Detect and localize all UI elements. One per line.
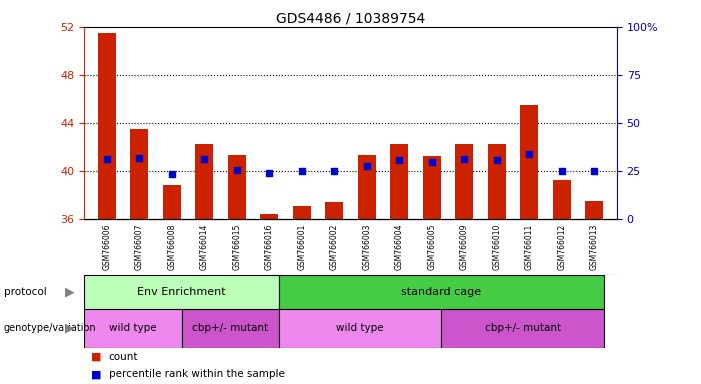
Text: wild type: wild type: [109, 323, 156, 333]
Point: [491, 157, 503, 163]
Text: GDS4486 / 10389754: GDS4486 / 10389754: [276, 12, 425, 25]
Bar: [84, 309, 182, 348]
Bar: [488, 144, 505, 219]
Text: GSM766005: GSM766005: [427, 223, 436, 270]
Bar: [163, 185, 181, 219]
Bar: [442, 309, 604, 348]
Text: ▶: ▶: [65, 285, 75, 298]
Text: ■: ■: [91, 352, 102, 362]
Text: GSM766012: GSM766012: [557, 223, 566, 270]
Point: [458, 156, 470, 162]
Text: GSM766016: GSM766016: [265, 223, 274, 270]
Text: GSM766007: GSM766007: [135, 223, 144, 270]
Text: GSM766006: GSM766006: [102, 223, 111, 270]
Point: [166, 171, 177, 177]
Text: Env Enrichment: Env Enrichment: [137, 287, 226, 297]
Text: GSM766004: GSM766004: [395, 223, 404, 270]
Bar: [279, 309, 442, 348]
Bar: [585, 201, 603, 219]
Point: [524, 151, 535, 157]
Bar: [390, 144, 408, 219]
Text: genotype/variation: genotype/variation: [4, 323, 96, 333]
Bar: [293, 206, 311, 219]
Bar: [196, 144, 213, 219]
Bar: [423, 157, 441, 219]
Bar: [98, 33, 116, 219]
Text: GSM766013: GSM766013: [590, 223, 599, 270]
Text: GSM766014: GSM766014: [200, 223, 209, 270]
Bar: [325, 202, 343, 219]
Text: cbp+/- mutant: cbp+/- mutant: [192, 323, 268, 333]
Text: GSM766003: GSM766003: [362, 223, 372, 270]
Text: ▶: ▶: [65, 322, 75, 335]
Text: protocol: protocol: [4, 287, 46, 297]
Text: GSM766009: GSM766009: [460, 223, 469, 270]
Text: GSM766008: GSM766008: [168, 223, 177, 270]
Bar: [84, 275, 279, 309]
Point: [198, 156, 210, 162]
Point: [426, 159, 437, 166]
Text: wild type: wild type: [336, 323, 384, 333]
Point: [101, 156, 112, 162]
Bar: [520, 105, 538, 219]
Text: GSM766015: GSM766015: [232, 223, 241, 270]
Bar: [279, 275, 604, 309]
Point: [394, 157, 405, 163]
Bar: [260, 214, 278, 219]
Point: [589, 168, 600, 174]
Point: [329, 168, 340, 174]
Text: GSM766011: GSM766011: [524, 223, 533, 270]
Bar: [130, 129, 149, 219]
Point: [296, 168, 307, 174]
Text: GSM766010: GSM766010: [492, 223, 501, 270]
Point: [556, 168, 567, 174]
Point: [231, 167, 243, 173]
Bar: [455, 144, 473, 219]
Text: standard cage: standard cage: [402, 287, 482, 297]
Bar: [552, 180, 571, 219]
Bar: [228, 155, 246, 219]
Point: [134, 155, 145, 161]
Point: [264, 170, 275, 176]
Text: count: count: [109, 352, 138, 362]
Text: cbp+/- mutant: cbp+/- mutant: [484, 323, 561, 333]
Text: GSM766001: GSM766001: [297, 223, 306, 270]
Text: percentile rank within the sample: percentile rank within the sample: [109, 369, 285, 379]
Text: ■: ■: [91, 369, 102, 379]
Text: GSM766002: GSM766002: [329, 223, 339, 270]
Bar: [182, 309, 279, 348]
Point: [361, 163, 372, 169]
Bar: [358, 155, 376, 219]
